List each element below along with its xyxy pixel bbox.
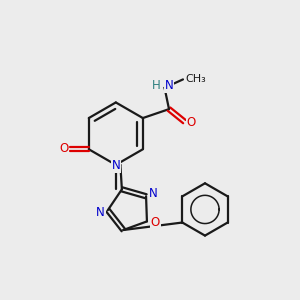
Text: N: N xyxy=(165,79,173,92)
Text: CH₃: CH₃ xyxy=(185,74,206,84)
Text: O: O xyxy=(59,142,68,155)
Text: O: O xyxy=(151,216,160,230)
Text: N: N xyxy=(149,188,158,200)
Text: O: O xyxy=(186,116,196,129)
Text: N: N xyxy=(111,159,120,172)
Text: H: H xyxy=(152,79,161,92)
Text: N: N xyxy=(96,206,105,219)
